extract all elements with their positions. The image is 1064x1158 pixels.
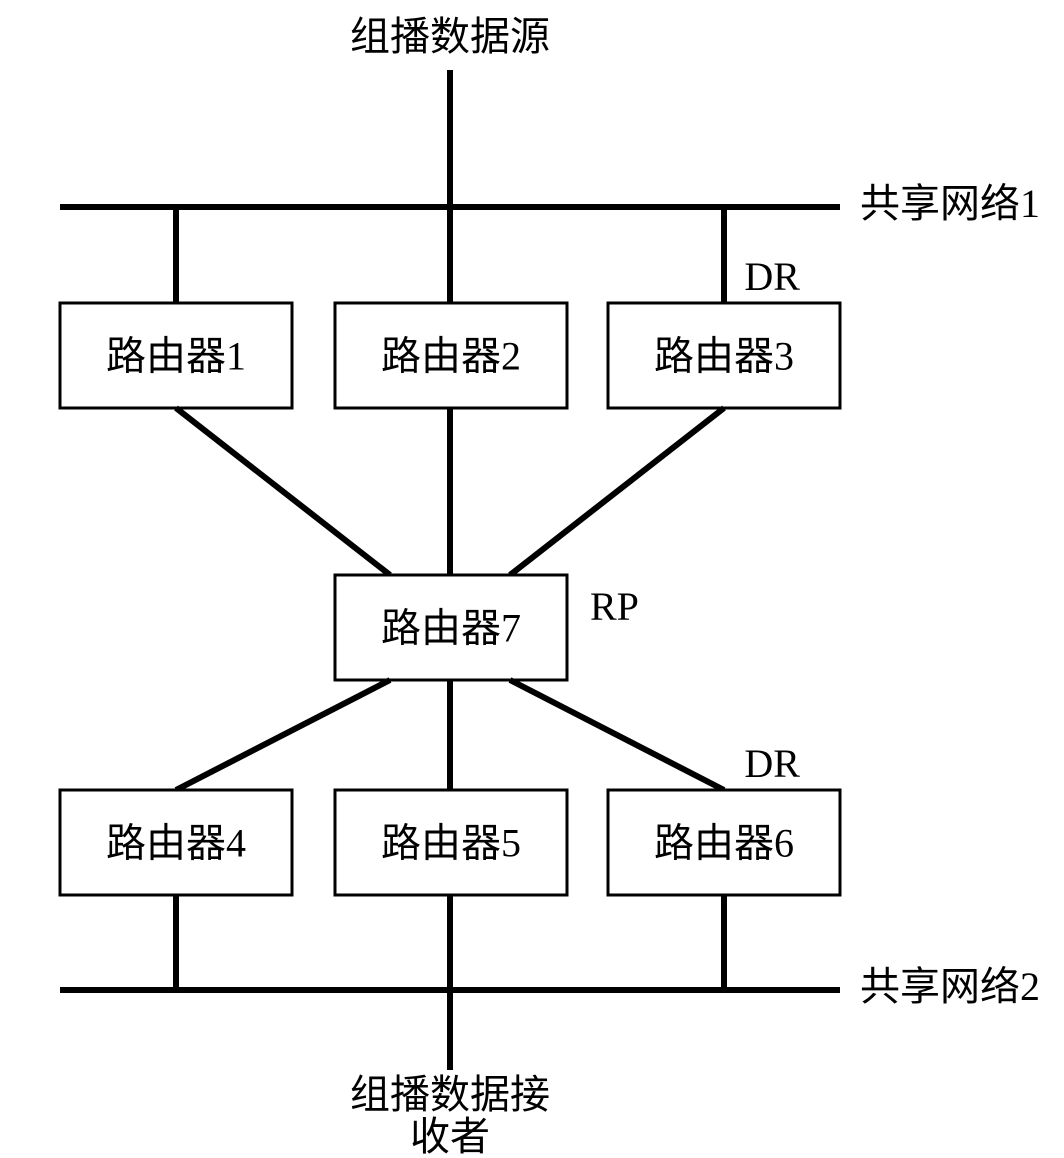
router-label-r4: 路由器4 [106,821,246,866]
receiver-label-2: 收者 [410,1114,490,1158]
router-label-r3: 路由器3 [654,334,794,379]
diagram-canvas: 组播数据源共享网络1 DR 路由器1 路由器2 路由器3 路由器7 RP DR 路由器4 路由器5… [0,0,1064,1158]
net2-label: 共享网络2 [860,964,1040,1009]
router-label-r2: 路由器2 [381,334,521,379]
net1-label: 共享网络1 [860,181,1040,226]
dr-label-top: DR [744,254,800,299]
router-label-r7: 路由器7 [381,606,521,651]
rp-label: RP [590,584,639,629]
r7_r6 [510,680,724,790]
router-label-r6: 路由器6 [654,821,794,866]
r1_r7 [176,408,390,575]
r7_r4 [176,680,390,790]
r3_r7 [510,408,724,575]
dr-label-bottom: DR [744,741,800,786]
source-label: 组播数据源 [350,14,550,59]
router-label-r1: 路由器1 [106,334,246,379]
router-label-r5: 路由器5 [381,821,521,866]
receiver-label-1: 组播数据接 [350,1072,550,1117]
